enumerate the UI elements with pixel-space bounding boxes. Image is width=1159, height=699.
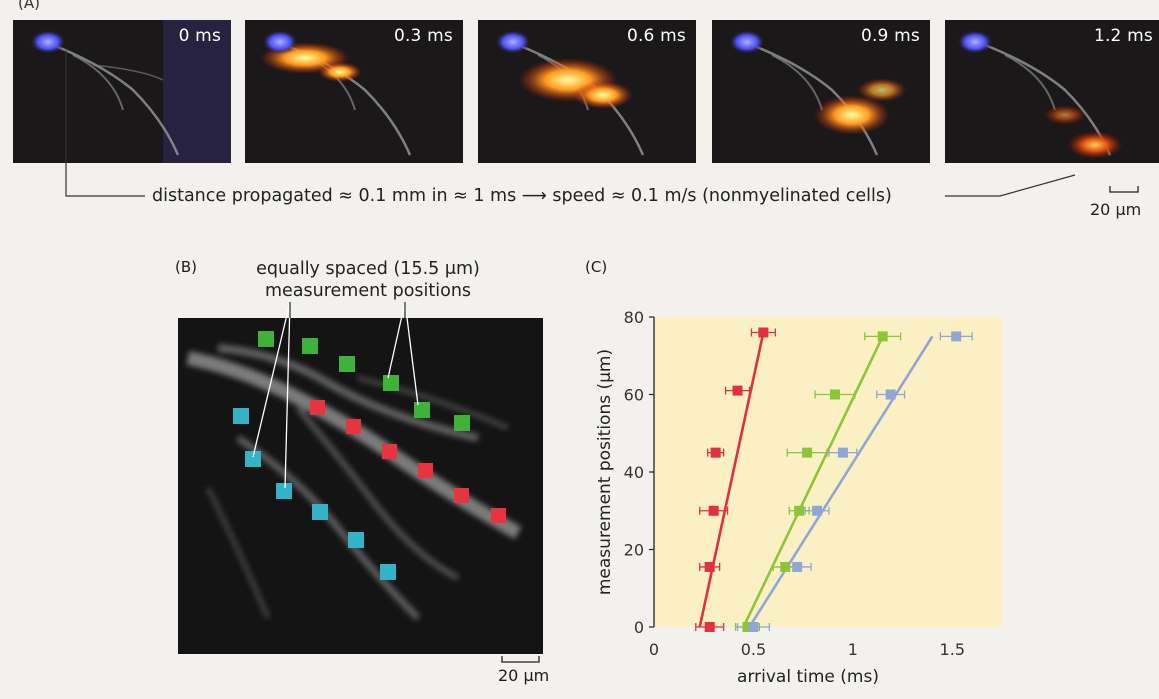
data-point xyxy=(812,505,823,516)
data-point xyxy=(885,389,896,400)
measurement-label-line2: measurement positions xyxy=(264,281,472,301)
data-point xyxy=(837,447,848,458)
data-point xyxy=(877,331,888,342)
panel-a-letter: (A) xyxy=(18,0,40,12)
data-point xyxy=(780,561,791,572)
panel-c-letter: (C) xyxy=(585,258,608,276)
frame-time-label: 1.2 ms xyxy=(1093,26,1153,46)
frame-0.9ms: 0.9 ms xyxy=(712,20,930,163)
measurement-label-line1: equally spaced (15.5 μm) xyxy=(256,259,480,279)
frame-1.2ms: 1.2 ms xyxy=(945,20,1159,163)
y-axis-label: measurement positions (μm) xyxy=(595,349,615,595)
frame-0ms: 0 ms xyxy=(13,20,231,163)
frame-time-label: 0.6 ms xyxy=(626,26,686,46)
x-tick-label: 0.5 xyxy=(741,640,766,659)
data-point xyxy=(802,447,813,458)
data-point xyxy=(758,327,769,338)
data-point xyxy=(704,561,715,572)
frame-time-label: 0 ms xyxy=(178,26,221,46)
scale-bar-label-b: 20 μm xyxy=(498,666,550,685)
y-tick-label: 40 xyxy=(624,463,644,482)
x-axis-label: arrival time (ms) xyxy=(737,667,879,687)
frame-0.6ms: 0.6 ms xyxy=(478,20,696,163)
fit-line-2 xyxy=(748,335,934,628)
data-point xyxy=(708,505,719,516)
measurement-positions-label: equally spaced (15.5 μm) measurement pos… xyxy=(236,258,500,302)
x-tick-label: 1.5 xyxy=(940,640,965,659)
y-tick-label: 60 xyxy=(624,386,644,405)
y-tick-label: 20 xyxy=(624,541,644,560)
propagation-caption: distance propagated ≈ 0.1 mm in ≈ 1 ms ⟶… xyxy=(152,186,892,206)
panel-b-image xyxy=(178,318,543,654)
data-point xyxy=(704,622,715,632)
x-tick-label: 1 xyxy=(848,640,858,659)
data-point xyxy=(710,447,721,458)
scale-bar-label-a: 20 μm xyxy=(1090,200,1142,219)
frame-time-label: 0.3 ms xyxy=(393,26,453,46)
frame-time-label: 0.9 ms xyxy=(860,26,920,46)
data-point xyxy=(742,622,753,632)
panel-b-letter: (B) xyxy=(175,258,197,276)
data-point xyxy=(748,622,759,632)
chart-svg: 0 20 40 60 80 0 0.5 1 1.5 arrival time (ms) meas… xyxy=(595,308,1002,687)
data-point xyxy=(792,561,803,572)
data-point xyxy=(732,385,743,396)
y-tick-label: 0 xyxy=(634,618,644,637)
fit-line-0 xyxy=(698,332,765,628)
arrival-time-chart: 0 20 40 60 80 0 0.5 1 1.5 arrival time (ms) meas… xyxy=(592,305,1012,699)
frame-0.3ms: 0.3 ms xyxy=(245,20,463,163)
data-point xyxy=(829,389,840,400)
y-tick-label: 80 xyxy=(624,308,644,327)
plot-background xyxy=(654,317,1002,627)
x-tick-label: 0 xyxy=(649,640,659,659)
fit-line-1 xyxy=(742,335,884,628)
data-point xyxy=(951,331,962,342)
data-point xyxy=(794,505,805,516)
